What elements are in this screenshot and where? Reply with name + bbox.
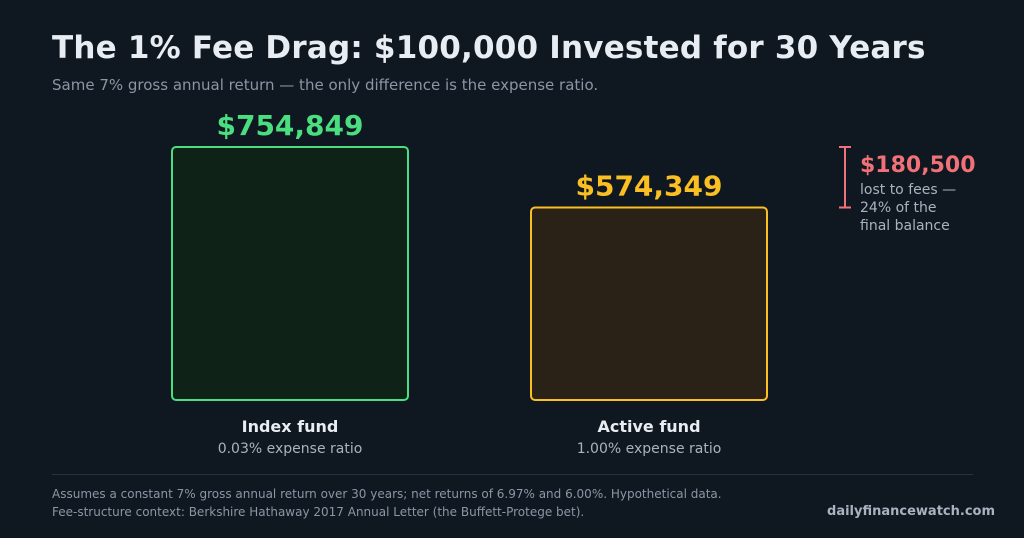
- fee-gap-note: lost to fees —: [860, 182, 956, 198]
- category-label: Active fund: [597, 417, 700, 436]
- fee-gap-note: final balance: [860, 218, 950, 234]
- data-label: $754,849: [216, 109, 363, 142]
- chart-subtitle: Same 7% gross annual return — the only d…: [52, 76, 599, 94]
- chart-title: The 1% Fee Drag: $100,000 Invested for 3…: [52, 30, 926, 66]
- bar-active-fund: [530, 206, 768, 401]
- bar-index-fund: [171, 146, 409, 401]
- category-sublabel: 0.03% expense ratio: [218, 441, 363, 457]
- footer-divider: [52, 474, 973, 475]
- data-label: $574,349: [575, 169, 722, 202]
- fee-gap-value: $180,500: [860, 153, 976, 178]
- footnote-assumptions: Assumes a constant 7% gross annual retur…: [52, 487, 722, 501]
- fee-gap-note: 24% of the: [860, 200, 937, 216]
- category-label: Index fund: [242, 417, 339, 436]
- footnote-source-context: Fee-structure context: Berkshire Hathawa…: [52, 505, 585, 519]
- category-sublabel: 1.00% expense ratio: [577, 441, 722, 457]
- source-credit: dailyfinancewatch.com: [827, 504, 995, 519]
